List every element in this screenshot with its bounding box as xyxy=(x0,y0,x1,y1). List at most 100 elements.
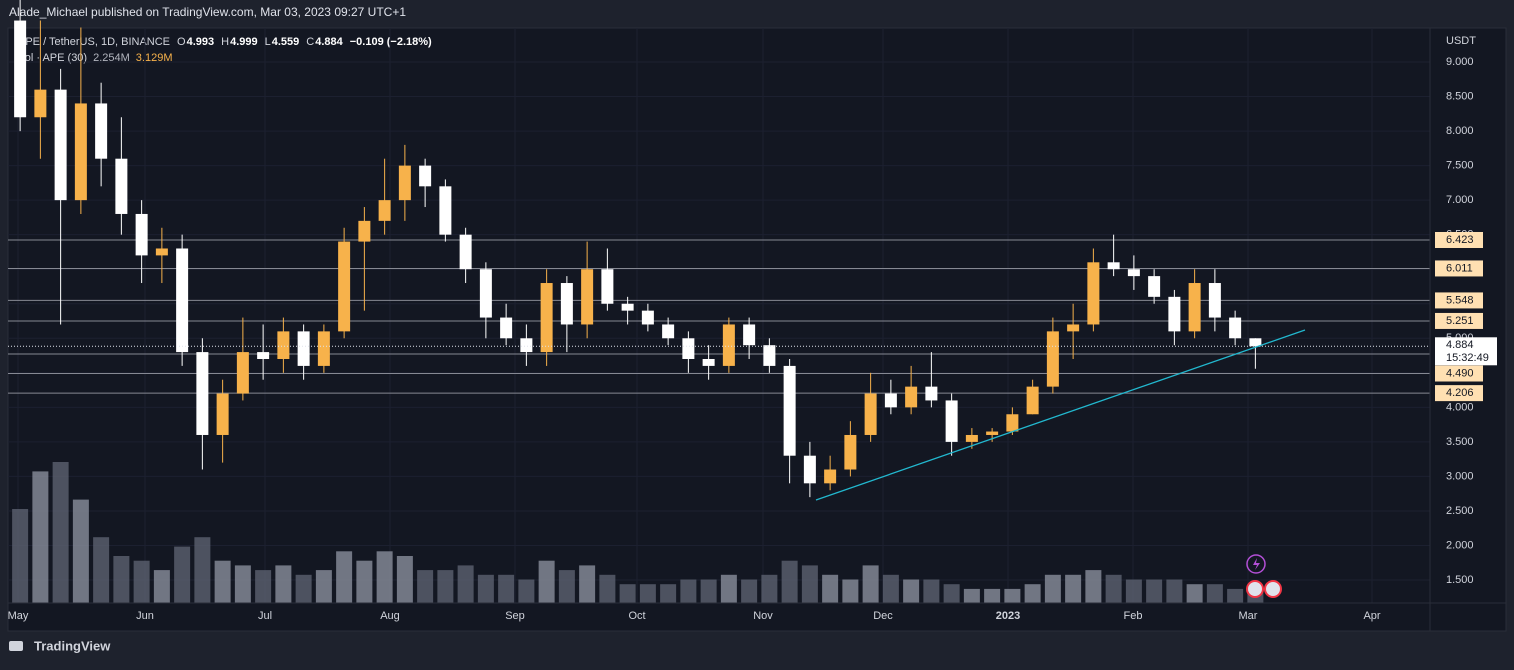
volume-bar xyxy=(457,565,474,603)
volume-bar xyxy=(12,509,29,603)
candle-body xyxy=(682,338,695,360)
level-label: 5.548 xyxy=(1446,294,1474,306)
legend-item: 4.559 xyxy=(272,36,300,48)
candle-body xyxy=(1006,414,1019,432)
volume-bar xyxy=(295,574,312,603)
candle-body xyxy=(135,213,148,256)
candle-body xyxy=(297,331,310,366)
candle-body xyxy=(965,434,978,442)
x-tick-label: Nov xyxy=(753,610,773,622)
volume-bar xyxy=(1085,570,1102,603)
x-tick-label: Aug xyxy=(380,610,400,622)
candle-body xyxy=(115,158,128,214)
last-price-box xyxy=(1435,337,1497,366)
volume-bar xyxy=(619,584,636,603)
candle-body xyxy=(844,434,857,470)
x-tick-label: Mar xyxy=(1239,610,1258,622)
candle-body xyxy=(621,303,634,311)
candle-body xyxy=(520,338,533,353)
volume-bar xyxy=(1024,584,1041,603)
candle-body xyxy=(277,331,290,360)
event-icon xyxy=(1246,554,1266,574)
candle-body xyxy=(864,393,877,435)
volume-bar xyxy=(518,579,535,603)
candle-body xyxy=(581,269,594,325)
candle-body xyxy=(1026,386,1039,415)
candle-body xyxy=(419,165,432,187)
publisher: Alade_Michael published on TradingView.c… xyxy=(9,5,406,19)
volume-bar xyxy=(1146,579,1163,603)
legend-item: C xyxy=(306,36,314,48)
candle-body xyxy=(1107,262,1120,270)
legend-item: 4.884 xyxy=(315,36,343,48)
volume-bar xyxy=(538,560,555,603)
legend-item: L xyxy=(265,36,271,48)
level-label: 4.206 xyxy=(1446,387,1474,399)
us-flag-icon xyxy=(1246,580,1264,598)
candle-body xyxy=(763,345,776,366)
candle-body xyxy=(662,324,675,339)
candle-body xyxy=(925,386,938,401)
y-tick-label: 3.000 xyxy=(1446,470,1474,482)
volume-bar xyxy=(963,588,980,603)
level-label-box xyxy=(1435,260,1483,277)
candle-body xyxy=(1229,317,1242,339)
volume-bar xyxy=(376,551,393,603)
volume-bar xyxy=(356,560,373,603)
volume-bar xyxy=(822,574,839,603)
volume-bar xyxy=(943,584,960,603)
volume-bar xyxy=(417,570,434,603)
x-tick-label: Oct xyxy=(628,610,645,622)
candle-body xyxy=(945,400,958,442)
candle-body xyxy=(884,393,897,408)
volume-bar xyxy=(52,462,69,603)
candle-body xyxy=(1087,262,1100,325)
x-tick-label: Feb xyxy=(1124,610,1143,622)
candle-body xyxy=(479,269,492,318)
legend-item: Vol · APE (30) xyxy=(18,52,87,64)
volume-bar xyxy=(680,579,697,603)
plot xyxy=(8,0,1430,603)
candle-body xyxy=(216,393,229,435)
volume-bar xyxy=(1166,579,1183,603)
level-label: 6.011 xyxy=(1446,262,1473,274)
volume-bar xyxy=(153,570,170,603)
legend: APE / TetherUS, 1D, BINANCE O 4.993 H 4.999 L… xyxy=(18,36,432,64)
candle-body xyxy=(722,324,735,366)
candle-body xyxy=(1067,324,1080,332)
volume-bar xyxy=(498,574,515,603)
volume-bar xyxy=(1125,579,1142,603)
volume-bar xyxy=(93,537,110,603)
candle-body xyxy=(54,89,67,201)
volume-bar xyxy=(133,560,150,603)
volume-bar xyxy=(720,574,737,603)
candle-body xyxy=(236,352,249,394)
volume-bar xyxy=(923,579,940,603)
y-tick-label: 3.500 xyxy=(1446,436,1474,448)
candle-body xyxy=(986,431,999,435)
volume-bar xyxy=(1206,584,1223,603)
x-tick-label: Apr xyxy=(1363,610,1380,622)
volume-bar xyxy=(275,565,292,603)
candle-body xyxy=(459,234,472,270)
candle-body xyxy=(1188,283,1201,332)
volume-bar xyxy=(903,579,920,603)
candle-body xyxy=(439,186,452,235)
volume-bar xyxy=(862,565,879,603)
candle-body xyxy=(783,365,796,456)
candle-body xyxy=(601,269,614,304)
volume-bar xyxy=(1004,588,1021,603)
candle-body xyxy=(358,220,371,242)
volume-bar xyxy=(781,560,798,603)
volume-bar xyxy=(315,570,332,603)
level-label-box xyxy=(1435,292,1483,309)
level-label-box xyxy=(1435,231,1483,248)
volume-bar xyxy=(801,565,818,603)
trendline xyxy=(815,329,1306,501)
candle-body xyxy=(500,317,513,339)
volume-bar xyxy=(599,574,616,603)
logo xyxy=(9,641,23,651)
x-tick-label: 2023 xyxy=(996,610,1020,622)
level-label: 4.490 xyxy=(1446,367,1474,379)
x-tick-label: Jun xyxy=(136,610,154,622)
